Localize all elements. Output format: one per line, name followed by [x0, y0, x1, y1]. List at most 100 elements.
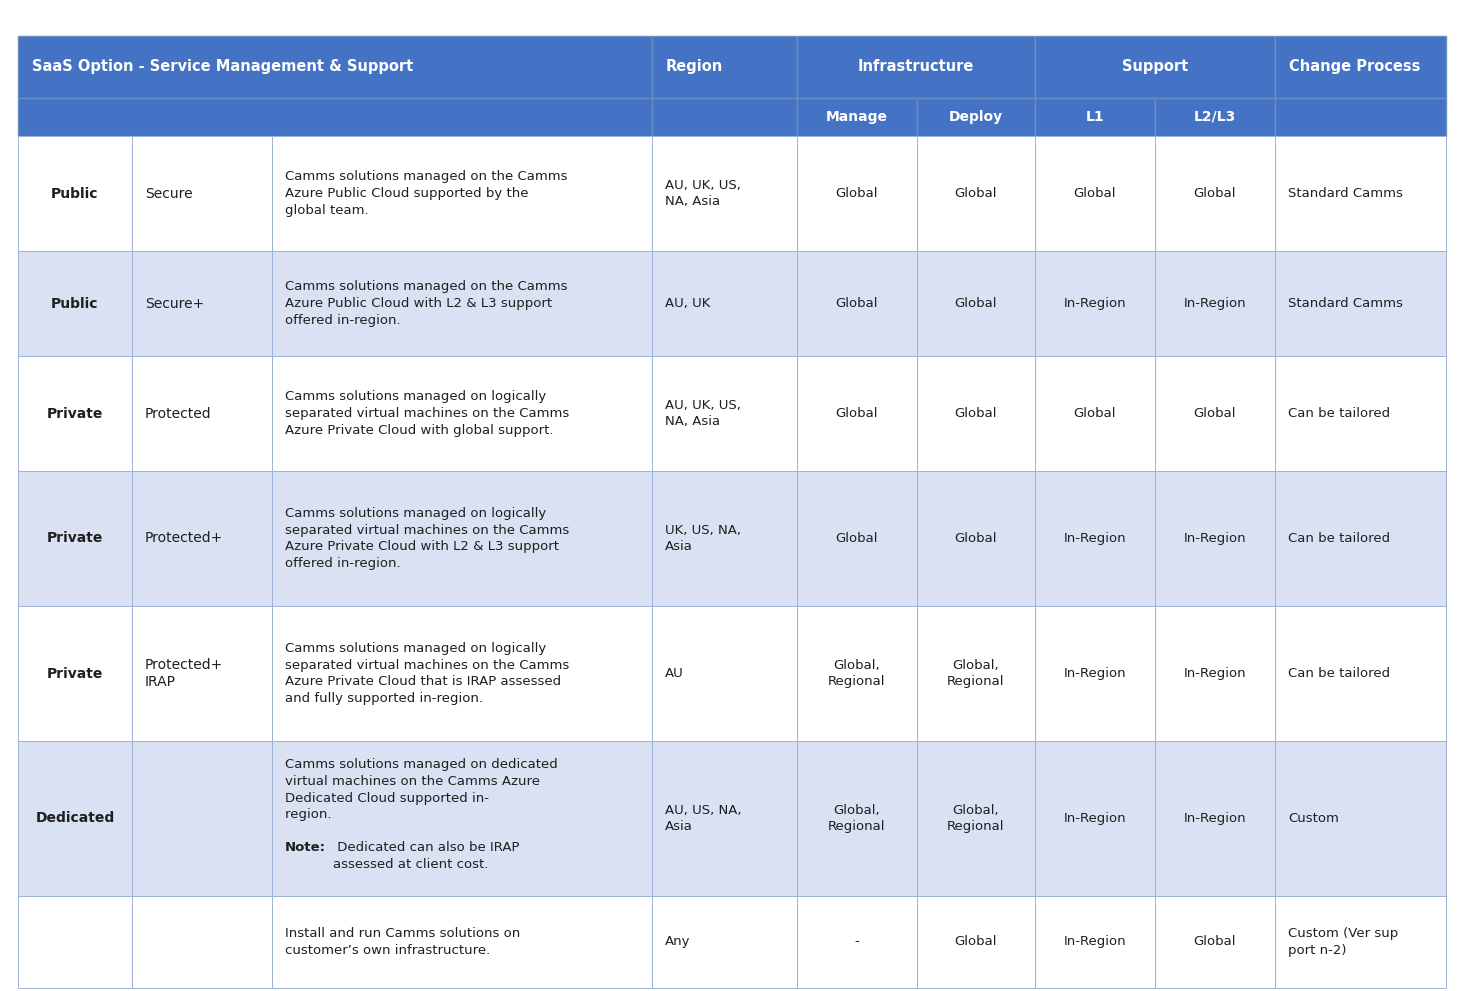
Text: Can be tailored: Can be tailored: [1288, 667, 1391, 680]
Text: Dedicated: Dedicated: [35, 812, 114, 826]
Bar: [1275, 471, 1446, 606]
Bar: [916, 896, 1035, 988]
Text: Camms solutions managed on logically
separated virtual machines on the Camms
Azu: Camms solutions managed on logically sep…: [285, 390, 569, 437]
Text: Camms solutions managed on logically
separated virtual machines on the Camms
Azu: Camms solutions managed on logically sep…: [285, 642, 569, 706]
Bar: [796, 136, 916, 251]
Bar: [651, 741, 796, 896]
Text: In-Region: In-Region: [1184, 667, 1246, 680]
Bar: [272, 741, 651, 896]
Text: SaaS Option - Service Management & Support: SaaS Option - Service Management & Suppo…: [32, 59, 413, 74]
Text: Camms solutions managed on logically
separated virtual machines on the Camms
Azu: Camms solutions managed on logically sep…: [285, 506, 569, 570]
Text: In-Region: In-Region: [1064, 812, 1126, 825]
Bar: [651, 251, 796, 356]
Text: Any: Any: [665, 936, 691, 948]
Bar: [1275, 896, 1446, 988]
Bar: [272, 896, 651, 988]
Bar: [18, 136, 132, 251]
Bar: [132, 471, 272, 606]
Bar: [132, 896, 272, 988]
Text: Global: Global: [836, 532, 878, 545]
Text: Manage: Manage: [826, 110, 889, 124]
Bar: [796, 356, 916, 471]
Text: Private: Private: [47, 406, 102, 420]
Text: In-Region: In-Region: [1064, 532, 1126, 545]
Text: Global: Global: [836, 407, 878, 420]
Bar: [18, 741, 132, 896]
Text: Note:: Note:: [285, 840, 326, 854]
Text: UK, US, NA,
Asia: UK, US, NA, Asia: [665, 523, 741, 553]
Bar: [1155, 98, 1275, 136]
Bar: [916, 471, 1035, 606]
Bar: [796, 606, 916, 741]
Bar: [796, 251, 916, 356]
Bar: [18, 36, 651, 98]
Text: Change Process: Change Process: [1288, 59, 1420, 74]
Bar: [132, 741, 272, 896]
Bar: [1035, 98, 1155, 136]
Bar: [1275, 98, 1446, 136]
Text: Global: Global: [955, 532, 997, 545]
Bar: [132, 136, 272, 251]
Text: Global: Global: [1193, 187, 1236, 200]
Bar: [272, 356, 651, 471]
Text: Camms solutions managed on dedicated
virtual machines on the Camms Azure
Dedicat: Camms solutions managed on dedicated vir…: [285, 758, 558, 822]
Text: Global: Global: [1193, 407, 1236, 420]
Text: Global,
Regional: Global, Regional: [829, 804, 886, 833]
Bar: [1155, 136, 1275, 251]
Bar: [1275, 136, 1446, 251]
Text: Private: Private: [47, 531, 102, 545]
Text: Protected+
IRAP: Protected+ IRAP: [145, 658, 223, 690]
Text: Install and run Camms solutions on
customer’s own infrastructure.: Install and run Camms solutions on custo…: [285, 928, 520, 957]
Text: Secure: Secure: [145, 186, 193, 200]
Text: In-Region: In-Region: [1184, 532, 1246, 545]
Bar: [1035, 251, 1155, 356]
Bar: [796, 471, 916, 606]
Bar: [796, 896, 916, 988]
Text: Global: Global: [1073, 407, 1116, 420]
Text: Custom (Ver sup
port n-2): Custom (Ver sup port n-2): [1288, 928, 1398, 957]
Bar: [1155, 251, 1275, 356]
Text: Camms solutions managed on the Camms
Azure Public Cloud with L2 & L3 support
off: Camms solutions managed on the Camms Azu…: [285, 280, 568, 327]
Text: Global: Global: [955, 187, 997, 200]
Bar: [1275, 606, 1446, 741]
Text: Private: Private: [47, 667, 102, 681]
Text: Support: Support: [1121, 59, 1189, 74]
Bar: [18, 606, 132, 741]
Bar: [651, 896, 796, 988]
Text: In-Region: In-Region: [1184, 812, 1246, 825]
Bar: [1035, 356, 1155, 471]
Bar: [651, 98, 796, 136]
Bar: [132, 356, 272, 471]
Bar: [916, 356, 1035, 471]
Text: L1: L1: [1086, 110, 1104, 124]
Bar: [18, 251, 132, 356]
Bar: [272, 471, 651, 606]
Text: Public: Public: [51, 186, 98, 200]
Text: In-Region: In-Region: [1064, 297, 1126, 310]
Bar: [651, 356, 796, 471]
Bar: [916, 606, 1035, 741]
Text: Standard Camms: Standard Camms: [1288, 187, 1403, 200]
Text: Secure+: Secure+: [145, 296, 205, 310]
Text: AU: AU: [665, 667, 684, 680]
Text: In-Region: In-Region: [1064, 936, 1126, 948]
Text: Global: Global: [836, 187, 878, 200]
Bar: [916, 251, 1035, 356]
Bar: [1275, 741, 1446, 896]
Bar: [1155, 471, 1275, 606]
Bar: [18, 471, 132, 606]
Text: Deploy: Deploy: [949, 110, 1003, 124]
Bar: [916, 741, 1035, 896]
Bar: [132, 251, 272, 356]
Text: Can be tailored: Can be tailored: [1288, 407, 1391, 420]
Bar: [18, 98, 651, 136]
Bar: [1275, 356, 1446, 471]
Bar: [18, 896, 132, 988]
Bar: [651, 36, 796, 98]
Bar: [796, 741, 916, 896]
Bar: [1155, 896, 1275, 988]
Text: Protected+: Protected+: [145, 531, 223, 545]
Bar: [1275, 36, 1446, 98]
Text: L2/L3: L2/L3: [1193, 110, 1236, 124]
Bar: [916, 136, 1035, 251]
